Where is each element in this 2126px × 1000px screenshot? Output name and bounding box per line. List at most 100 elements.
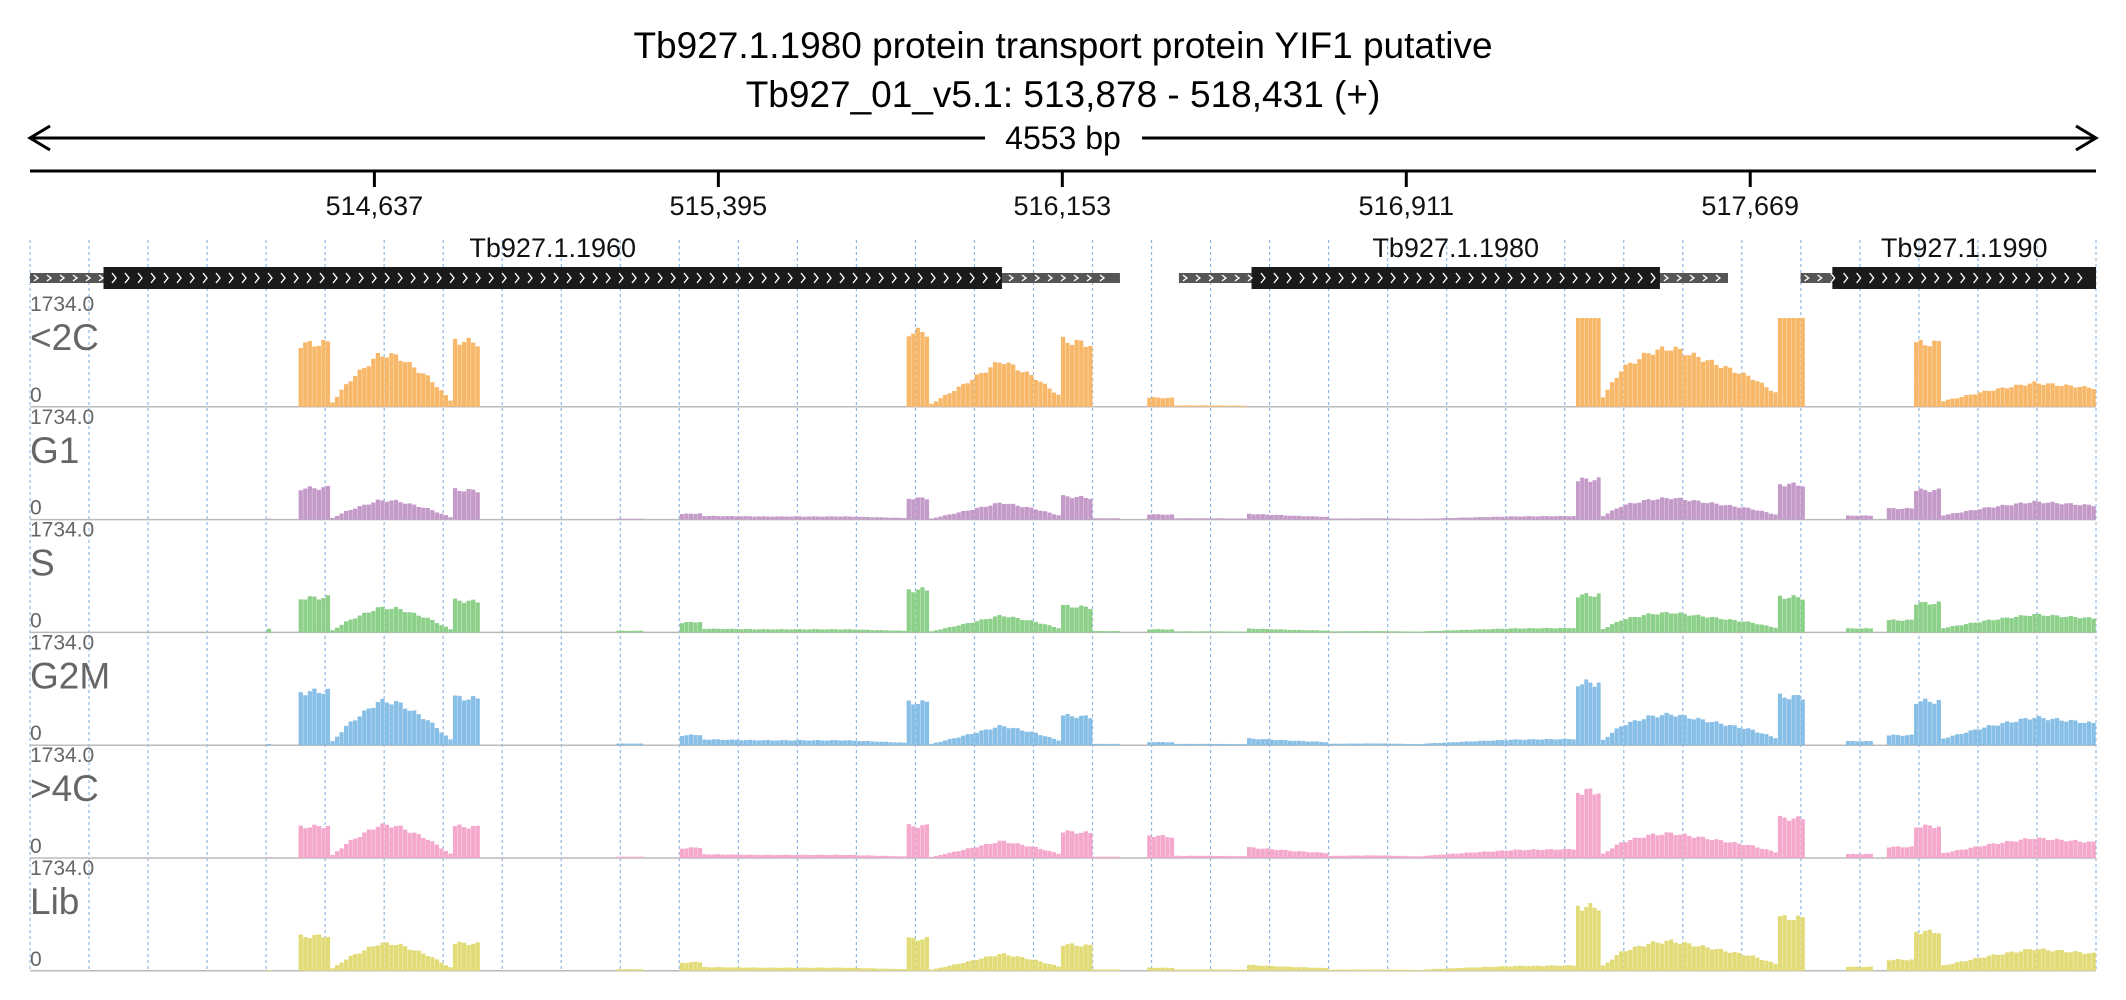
coverage-bar	[1759, 733, 1764, 746]
coverage-bar	[1664, 350, 1669, 407]
coverage-bar	[1945, 964, 1951, 971]
coverage-bar	[793, 629, 798, 633]
coverage-bar	[1206, 855, 1211, 858]
gene-model[interactable]: Tb927.1.1990	[1800, 233, 2096, 289]
coverage-bar	[802, 854, 807, 858]
coverage-bar	[1982, 390, 1987, 407]
coverage-bar	[407, 832, 412, 858]
coverage-bar	[1482, 851, 1487, 858]
coverage-bar	[452, 338, 458, 407]
coverage-bar	[1727, 725, 1733, 746]
coverage-bar	[1709, 502, 1715, 520]
coverage-bar	[1029, 507, 1034, 520]
coverage-bar	[1251, 738, 1256, 746]
coverage-bar	[1251, 847, 1256, 858]
coverage-bar	[325, 688, 331, 746]
coverage-bar	[1641, 946, 1647, 971]
coverage-bar	[2082, 504, 2087, 520]
coverage-bar	[1909, 508, 1914, 520]
strand-chevron-icon	[345, 272, 351, 284]
coverage-bar	[1047, 388, 1052, 407]
coverage-bar	[1691, 719, 1696, 746]
coverage-bar	[725, 515, 730, 520]
coverage-bar	[1224, 969, 1229, 971]
coverage-bar	[1396, 969, 1401, 971]
coverage-bar	[1991, 507, 1996, 520]
coverage-bar	[856, 855, 862, 858]
coverage-bar	[725, 854, 730, 858]
coverage-bar	[1709, 840, 1715, 858]
coverage-bar	[1310, 630, 1315, 633]
coverage-bar	[834, 516, 839, 520]
coverage-bar	[1691, 500, 1696, 520]
strand-chevron-icon	[293, 272, 299, 284]
coverage-bar	[743, 628, 748, 633]
gene-model[interactable]: Tb927.1.1960	[30, 233, 1120, 289]
axis-tick-label: 516,911	[1358, 191, 1454, 221]
coverage-bar	[1714, 503, 1719, 520]
coverage-bar	[747, 854, 753, 858]
coverage-bar	[629, 630, 635, 633]
coverage-bar	[920, 497, 925, 520]
strand-chevron-icon	[839, 272, 845, 284]
coverage-bar	[339, 513, 344, 520]
gene-model[interactable]: Tb927.1.1980	[1178, 233, 1728, 289]
coverage-bar	[1464, 629, 1469, 633]
coverage-tracks: 1734.0<2C01734.0G101734.0S01734.0G2M0173…	[30, 293, 2096, 972]
coverage-bar	[1305, 741, 1311, 746]
coverage-bar	[1553, 739, 1558, 746]
coverage-bar	[407, 612, 412, 633]
coverage-bar	[1786, 699, 1792, 746]
coverage-bar	[725, 628, 730, 633]
coverage-bar	[1459, 853, 1464, 858]
coverage-bar	[1079, 946, 1084, 971]
coverage-bar	[1650, 833, 1656, 858]
coverage-bar	[425, 507, 430, 520]
track-name-label: S	[30, 543, 55, 584]
coverage-bar	[2064, 952, 2069, 971]
coverage-bar	[1183, 855, 1188, 858]
strand-chevron-icon	[371, 272, 377, 284]
coverage-bar	[1610, 959, 1615, 971]
coverage-bar	[1333, 743, 1338, 746]
coverage-bar	[1623, 619, 1628, 633]
coverage-bar	[1242, 405, 1247, 407]
coverage-bar	[634, 743, 639, 746]
coverage-bar	[638, 630, 644, 633]
coverage-bar	[1959, 625, 1964, 633]
coverage-bar	[1169, 837, 1175, 858]
coverage-bar	[334, 851, 340, 858]
coverage-bar	[815, 740, 821, 746]
coverage-bar	[1401, 969, 1406, 971]
coverage-bar	[707, 515, 712, 520]
coverage-bar	[1678, 834, 1683, 858]
coverage-bar	[924, 936, 930, 971]
coverage-bar	[1383, 631, 1388, 633]
coverage-bar	[1764, 512, 1769, 520]
coverage-bar	[475, 492, 480, 520]
coverage-bar	[1097, 856, 1102, 858]
coverage-bar	[452, 695, 458, 746]
coverage-bar	[1964, 510, 1969, 520]
coverage-bar	[711, 628, 716, 633]
coverage-bar	[1410, 518, 1415, 520]
coverage-bar	[729, 854, 734, 858]
coverage-bar	[1954, 850, 1960, 858]
coverage-bar	[2050, 501, 2055, 520]
coverage-bar	[1292, 629, 1297, 633]
coverage-bar	[933, 401, 939, 407]
coverage-bar	[1070, 943, 1075, 971]
strand-chevron-icon	[332, 272, 338, 284]
coverage-bar	[348, 721, 353, 746]
coverage-bar	[883, 968, 889, 971]
coverage-bar	[1580, 684, 1585, 746]
coverage-bar	[1782, 598, 1787, 633]
coverage-bar	[1446, 853, 1451, 858]
coverage-bar	[906, 700, 911, 746]
coverage-bar	[806, 629, 812, 633]
coverage-bar	[1709, 722, 1715, 746]
coverage-bar	[811, 516, 816, 520]
coverage-bar	[824, 629, 830, 633]
coverage-bar	[679, 962, 685, 971]
